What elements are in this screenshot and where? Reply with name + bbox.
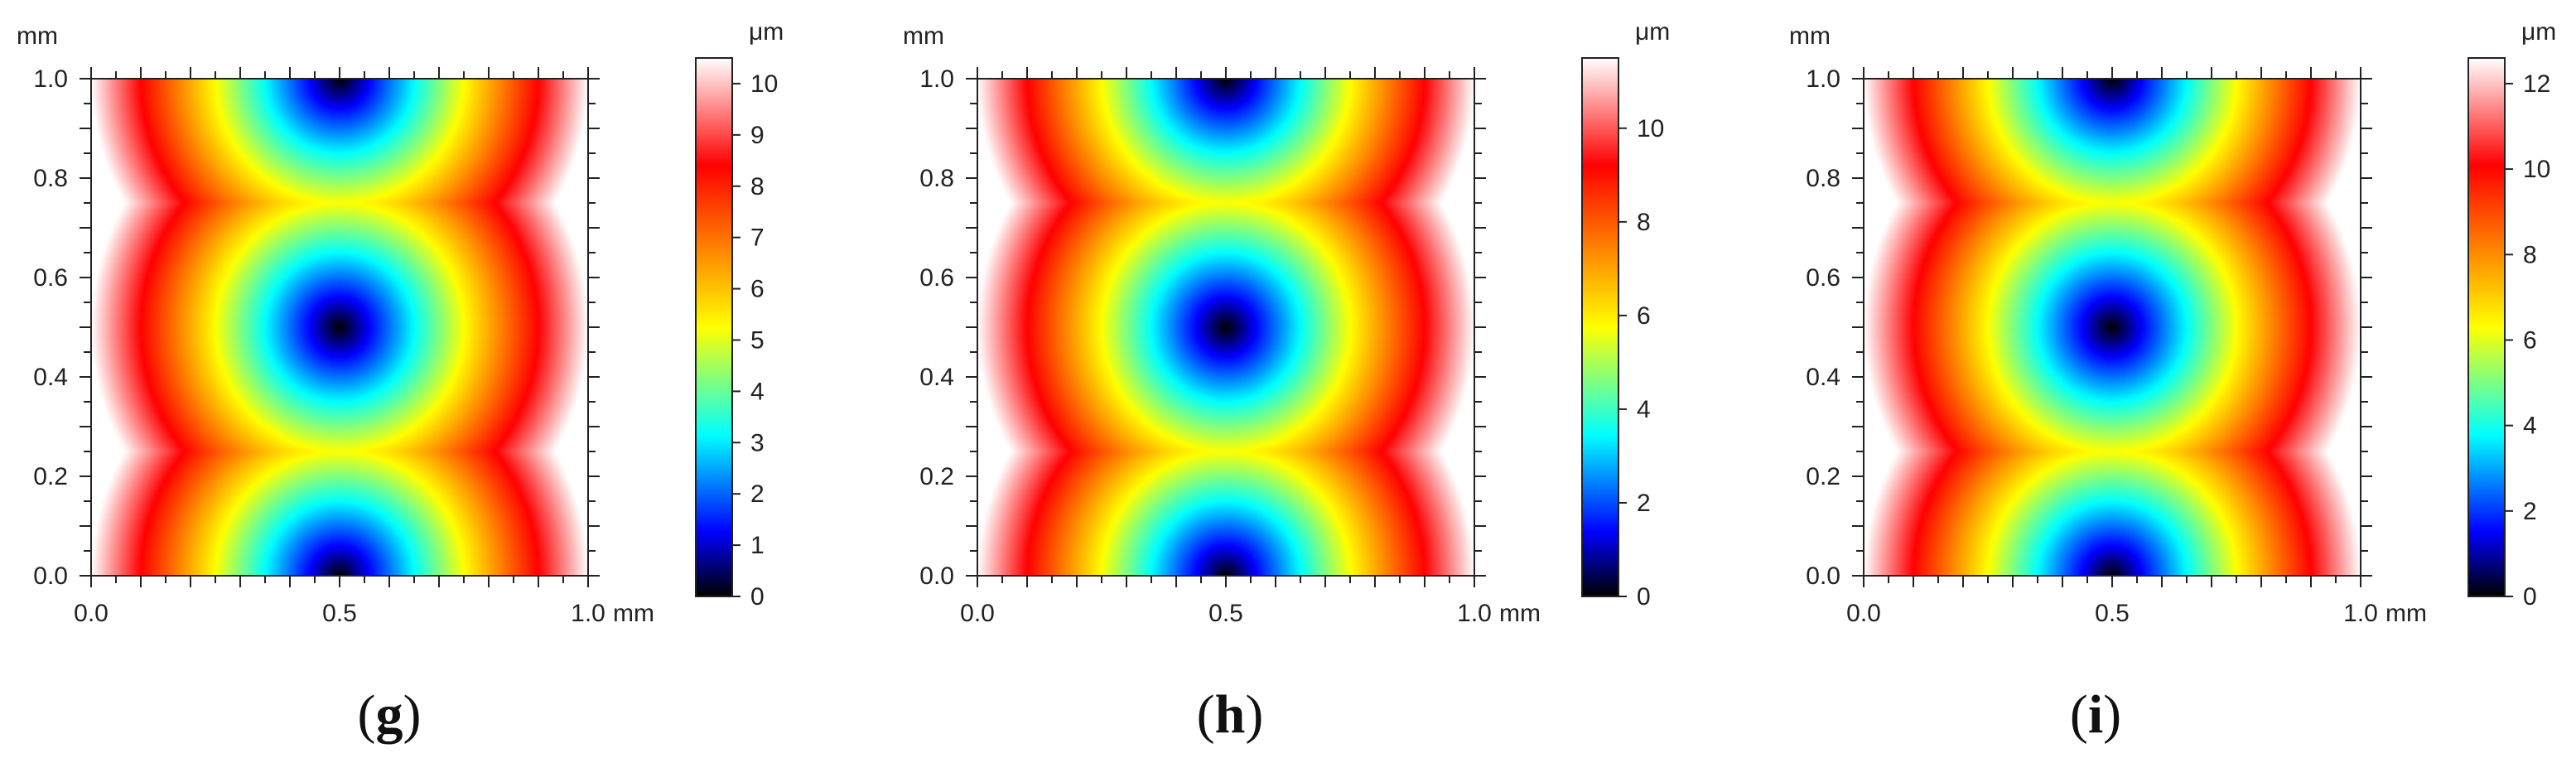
y-tick-label: 0.0 (1806, 562, 1840, 590)
colorbar-tick-label: 0 (750, 583, 765, 611)
x-tick-label: 0.5 (2095, 600, 2130, 627)
y-axis-unit: mm (903, 22, 944, 50)
x-axis-unit: mm (1499, 600, 1541, 627)
y-tick-label: 0.6 (919, 264, 954, 292)
colorbar-tick-label: 6 (1637, 302, 1651, 330)
colorbar-tick-label: 2 (750, 480, 765, 508)
panel-h-label: (h) (1196, 684, 1264, 745)
heatmap-surface (977, 79, 1474, 576)
colorbar-unit: μm (2521, 18, 2556, 46)
heatmap-panel-i: 0.0 0.2 0.4 0.6 0.8 1.0 0.0 0.5 1.0 mm mm μm 0 2 4 6 8 10… (1789, 18, 2556, 627)
colorbar-tick-label: 10 (1637, 115, 1664, 142)
colorbar-tick-label: 4 (2523, 413, 2537, 440)
colorbar-tick-label: 7 (750, 224, 765, 252)
x-tick-label: 1.0 (1457, 600, 1492, 627)
y-tick-label: 0.4 (919, 364, 954, 391)
y-tick-label: 0.2 (33, 463, 68, 490)
colorbar-unit: μm (749, 18, 784, 46)
heatmap-panel-h: 0.0 0.2 0.4 0.6 0.8 1.0 0.0 0.5 1.0 mm mm μm 0 2 4 6 8 10 (903, 18, 1670, 627)
colorbar-tick-label: 5 (750, 326, 765, 354)
colorbar-tick-label: 2 (1637, 490, 1651, 517)
colorbar-tick-label: 4 (750, 378, 765, 405)
y-tick-label: 0.8 (919, 165, 954, 192)
y-tick-label: 0.8 (33, 165, 68, 192)
colorbar-tick-label: 12 (2523, 70, 2550, 98)
y-tick-label: 0.6 (33, 264, 68, 292)
x-tick-label: 1.0 (571, 600, 605, 627)
y-tick-label: 0.0 (919, 562, 954, 590)
x-tick-label: 0.5 (322, 600, 357, 627)
panel-i-label: (i) (2069, 684, 2122, 745)
y-tick-label: 1.0 (1806, 65, 1840, 93)
heatmap-panel-g: 0.0 0.2 0.4 0.6 0.8 1.0 0.0 0.5 1.0 mm mm μm 0 1 2 3 4 5 6… (17, 18, 784, 627)
x-tick-label: 0.0 (1846, 600, 1881, 627)
x-tick-label: 0.5 (1208, 600, 1243, 627)
colorbar-unit: μm (1635, 18, 1670, 46)
colorbar-tick-label: 2 (2523, 498, 2537, 525)
y-axis-unit: mm (17, 22, 58, 50)
y-tick-label: 1.0 (33, 65, 68, 93)
x-axis-unit: mm (2385, 600, 2427, 627)
y-tick-label: 0.4 (1806, 364, 1840, 391)
colorbar-tick-label: 0 (1637, 583, 1651, 611)
y-tick-label: 0.0 (33, 562, 68, 590)
colorbar (1581, 57, 1619, 597)
colorbar-tick-label: 0 (2523, 583, 2537, 611)
y-tick-label: 0.2 (919, 463, 954, 490)
x-tick-label: 0.0 (74, 600, 109, 627)
y-tick-label: 0.6 (1806, 264, 1840, 292)
panel-g-label: (g) (357, 684, 422, 745)
colorbar-tick-label: 3 (750, 429, 765, 456)
colorbar-tick-label: 8 (2523, 241, 2537, 268)
x-tick-label: 0.0 (960, 600, 995, 627)
colorbar-tick-label: 9 (750, 122, 765, 149)
colorbar (2467, 57, 2506, 597)
y-tick-label: 0.2 (1806, 463, 1840, 490)
colorbar-tick-label: 10 (2523, 156, 2550, 183)
x-tick-label: 1.0 (2343, 600, 2378, 627)
colorbar-tick-label: 4 (1637, 396, 1651, 423)
colorbar (695, 57, 733, 597)
colorbar-tick-label: 6 (2523, 326, 2537, 354)
heatmap-surface (1864, 79, 2361, 576)
y-tick-label: 0.8 (1806, 165, 1840, 192)
colorbar-tick-label: 8 (1637, 209, 1651, 236)
colorbar-tick-label: 10 (750, 70, 778, 98)
y-tick-label: 1.0 (919, 65, 954, 93)
heatmap-surface (91, 79, 588, 576)
x-axis-unit: mm (613, 600, 654, 627)
y-axis-unit: mm (1789, 22, 1831, 50)
colorbar-tick-label: 6 (750, 276, 765, 303)
y-tick-label: 0.4 (33, 364, 68, 391)
colorbar-tick-label: 1 (750, 532, 765, 559)
colorbar-tick-label: 8 (750, 173, 765, 200)
